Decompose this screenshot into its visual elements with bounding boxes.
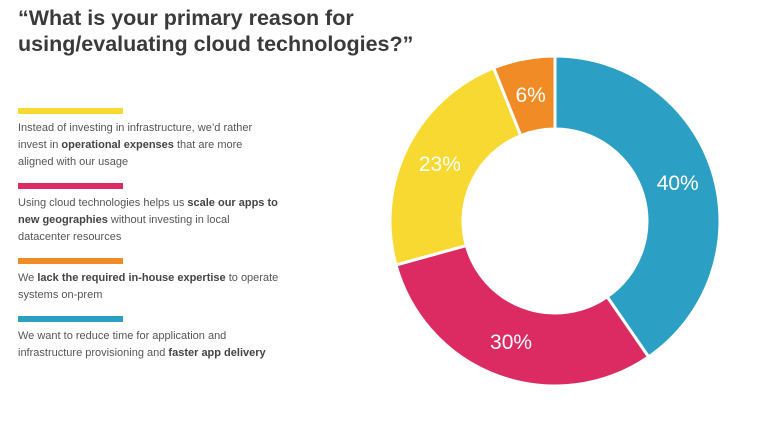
legend-text: Instead of investing in infrastructure, … [18,120,280,171]
legend-text-segment: Using cloud technologies helps us [18,197,188,209]
donut-slice [553,54,722,359]
legend-item-scale-geographies: Using cloud technologies helps us scale … [18,183,348,246]
legend-text-emphasis: faster app delivery [168,347,266,359]
legend-item-faster-delivery: We want to reduce time for application a… [18,316,348,362]
legend-text-segment: We [18,272,38,284]
slice-label: 30% [490,331,532,354]
donut-slice [388,65,523,267]
legend-swatch-orange [18,258,123,264]
legend-text-segment: We want to reduce time for application a… [18,330,227,359]
legend-item-operational-expenses: Instead of investing in infrastructure, … [18,108,348,171]
donut-slice [394,243,651,388]
chart-title: “What is your primary reason for using/e… [18,6,414,56]
legend-text: We lack the required in-house expertise … [18,270,318,304]
legend-text-segment: without investing in local datacenter re… [18,214,230,243]
legend-text: We want to reduce time for application a… [18,328,288,362]
legend-text-segment: that are more aligned with our usage [18,139,243,168]
legend-text-segment: Instead of investing in infrastructure, … [18,122,253,151]
legend-text-emphasis: operational expenses [61,139,174,151]
legend-swatch-yellow [18,108,123,114]
legend-item-lack-expertise: We lack the required in-house expertise … [18,258,348,304]
legend-text: Using cloud technologies helps us scale … [18,195,280,246]
legend-text-emphasis: lack the required in-house expertise [37,272,226,284]
legend-text-emphasis: scale our apps to new geographies [18,197,278,226]
slice-label: 6% [516,84,546,107]
legend-swatch-blue [18,316,123,322]
slice-label: 23% [419,153,461,176]
legend-swatch-pink [18,183,123,189]
donut-slice [491,54,557,138]
legend-text-segment: to operate systems on-prem [18,272,279,301]
slice-label: 40% [657,172,699,195]
